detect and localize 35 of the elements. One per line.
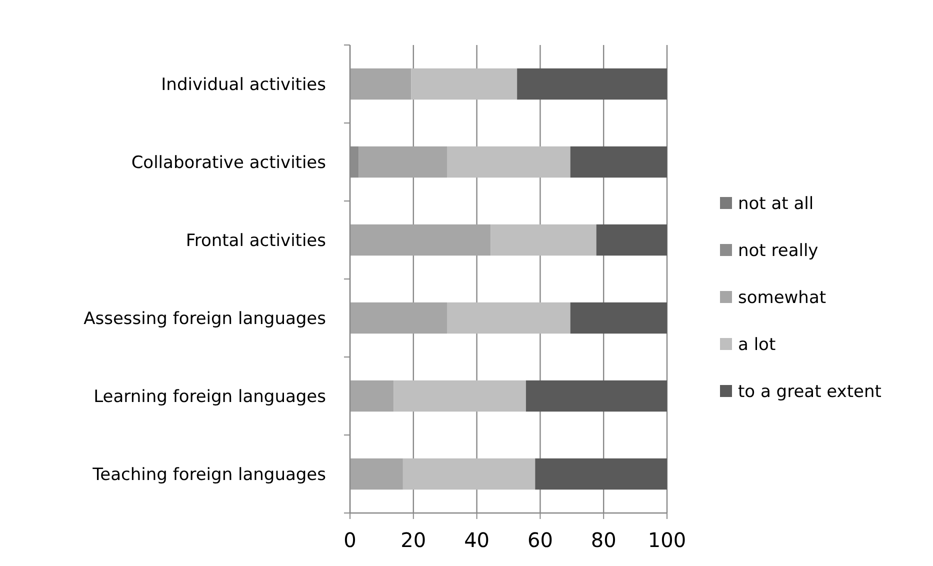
y-tick-label: Assessing foreign languages [84, 308, 326, 329]
bar [394, 380, 526, 412]
legend-label: to a great extent [738, 382, 882, 402]
x-tick-label: 0 [344, 528, 356, 552]
legend-label: not really [738, 240, 818, 261]
bar [350, 224, 491, 256]
bar [517, 68, 667, 100]
bar [350, 68, 412, 100]
x-tick-label: 100 [648, 528, 686, 552]
legend-label: not at all [738, 194, 814, 214]
bar [535, 458, 667, 490]
x-tick-label: 40 [464, 528, 490, 552]
legend-label: somewhat [738, 288, 826, 308]
y-tick-label: Frontal activities [186, 230, 326, 251]
y-tick-label: Learning foreign languages [94, 386, 326, 407]
bar [570, 146, 667, 178]
bar [447, 302, 570, 334]
bar [402, 458, 536, 490]
y-tick-label: Teaching foreign languages [92, 464, 326, 485]
y-tick-label: Collaborative activities [131, 152, 326, 173]
bar [350, 458, 403, 490]
bar [570, 302, 667, 334]
bar [490, 224, 596, 256]
y-tick-label: Individual activities [161, 74, 326, 95]
x-tick-label: 80 [590, 528, 616, 552]
x-tick-label: 60 [527, 528, 553, 552]
bar [358, 146, 447, 178]
bar [526, 380, 667, 412]
bar [596, 224, 667, 256]
bar [350, 302, 447, 334]
bar [350, 380, 394, 412]
legend-label: a lot [738, 334, 776, 355]
bar [447, 146, 570, 178]
x-tick-label: 20 [400, 528, 426, 552]
bar [411, 68, 518, 100]
